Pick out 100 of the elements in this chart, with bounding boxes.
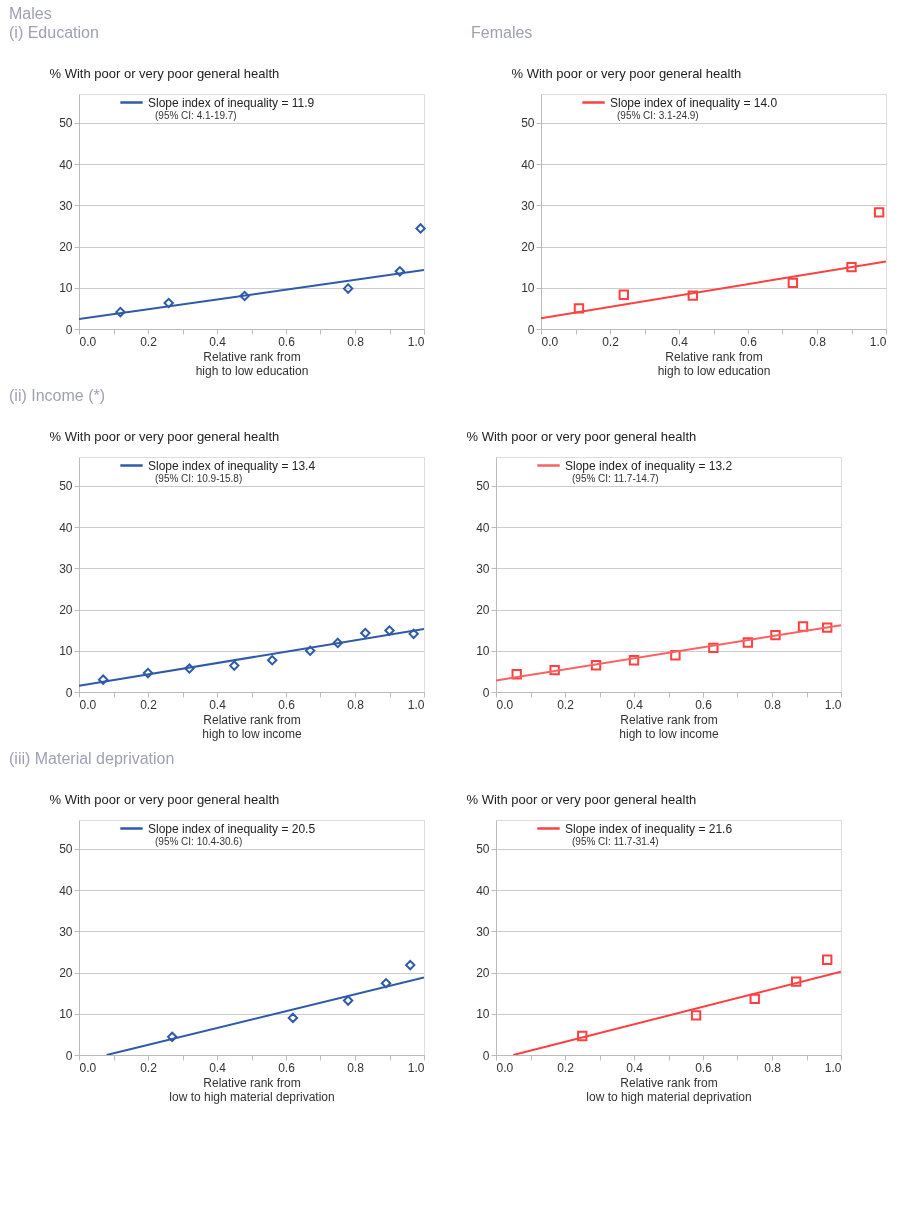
x-tick-label: 1.0 bbox=[824, 1060, 842, 1075]
x-tick-label: 0.6 bbox=[695, 697, 713, 712]
y-tick-label: 10 bbox=[476, 1007, 490, 1022]
y-tick-label: 50 bbox=[476, 479, 490, 494]
annotation: (95% CI: 3.1-24.9) bbox=[617, 110, 699, 121]
x-tick-label: 0.0 bbox=[79, 697, 97, 712]
legend-label: Slope index of inequality = 11.9 bbox=[148, 95, 315, 110]
y-tick-label: 0 bbox=[65, 322, 73, 337]
legend-label: Slope index of inequality = 21.6 bbox=[565, 821, 733, 836]
y-tick-label: 20 bbox=[59, 240, 73, 255]
x-tick-label: 0.4 bbox=[209, 1060, 227, 1075]
y-tick-label: 10 bbox=[59, 281, 73, 296]
x-tick-label: 1.0 bbox=[869, 334, 887, 349]
y-tick-label: 10 bbox=[476, 644, 490, 659]
annotation: (95% CI: 11.7-14.7) bbox=[572, 473, 659, 484]
x-tick-label: 0.2 bbox=[140, 1060, 158, 1075]
x-tick-label: 1.0 bbox=[407, 334, 425, 349]
y-tick-label: 30 bbox=[476, 924, 490, 939]
x-axis-title: Relative rank from high to low education bbox=[657, 349, 771, 378]
x-tick-label: 0.8 bbox=[764, 1060, 782, 1075]
chart-title: (iii) Material deprivation bbox=[9, 750, 175, 767]
y-axis-title: % With poor or very poor general health bbox=[49, 428, 280, 444]
x-axis-title: Relative rank from high to low education bbox=[195, 349, 309, 378]
x-tick-label: 0.6 bbox=[695, 1060, 713, 1075]
x-tick-label: 0.2 bbox=[602, 334, 620, 349]
y-tick-label: 0 bbox=[65, 685, 73, 700]
x-tick-label: 1.0 bbox=[407, 1060, 425, 1075]
x-axis-title: Relative rank from low to high material deprivation bbox=[586, 1075, 752, 1104]
x-tick-label: 0.2 bbox=[557, 1060, 575, 1075]
y-tick-label: 40 bbox=[59, 157, 73, 172]
y-tick-label: 30 bbox=[59, 924, 73, 939]
annotation: (95% CI: 11.7-31.4) bbox=[572, 836, 659, 847]
x-tick-label: 0.8 bbox=[809, 334, 827, 349]
x-tick-label: 0.0 bbox=[496, 697, 514, 712]
chart-title: Males bbox=[9, 5, 52, 22]
y-tick-label: 0 bbox=[482, 685, 490, 700]
y-tick-label: 20 bbox=[59, 603, 73, 618]
y-tick-label: 40 bbox=[521, 157, 535, 172]
x-axis-title: Relative rank from low to high material deprivation bbox=[169, 1075, 335, 1104]
y-tick-label: 20 bbox=[476, 966, 490, 981]
x-tick-label: 0.0 bbox=[496, 1060, 514, 1075]
y-tick-label: 30 bbox=[59, 561, 73, 576]
y-axis-title: % With poor or very poor general health bbox=[466, 791, 697, 807]
legend-label: Slope index of inequality = 13.4 bbox=[148, 458, 316, 473]
y-tick-label: 10 bbox=[59, 1007, 73, 1022]
y-tick-label: 50 bbox=[521, 116, 535, 131]
y-tick-label: 20 bbox=[476, 603, 490, 618]
x-tick-label: 0.4 bbox=[671, 334, 689, 349]
y-axis-title: % With poor or very poor general health bbox=[466, 428, 697, 444]
legend-label: Slope index of inequality = 13.2 bbox=[565, 458, 733, 473]
annotation: (95% CI: 10.4-30.6) bbox=[155, 836, 243, 847]
y-tick-label: 50 bbox=[59, 116, 73, 131]
x-axis-title: Relative rank from high to low income bbox=[619, 712, 720, 741]
y-tick-label: 50 bbox=[59, 842, 73, 857]
y-tick-label: 40 bbox=[59, 883, 73, 898]
y-axis-title: % With poor or very poor general health bbox=[511, 65, 742, 81]
x-tick-label: 0.2 bbox=[557, 697, 575, 712]
x-tick-label: 0.8 bbox=[347, 697, 365, 712]
x-tick-label: 1.0 bbox=[824, 697, 842, 712]
annotation: (95% CI: 4.1-19.7) bbox=[155, 110, 237, 121]
y-tick-label: 0 bbox=[482, 1048, 490, 1063]
chart-title: (ii) Income (*) bbox=[9, 387, 106, 404]
x-tick-label: 0.6 bbox=[740, 334, 758, 349]
y-axis-title: % With poor or very poor general health bbox=[49, 791, 280, 807]
y-tick-label: 20 bbox=[521, 240, 535, 255]
y-tick-label: 40 bbox=[476, 883, 490, 898]
y-tick-label: 50 bbox=[476, 842, 490, 857]
x-tick-label: 0.6 bbox=[278, 1060, 296, 1075]
x-tick-label: 0.2 bbox=[140, 697, 158, 712]
x-tick-label: 0.8 bbox=[347, 1060, 365, 1075]
y-tick-label: 10 bbox=[521, 281, 535, 296]
x-tick-label: 0.0 bbox=[79, 1060, 97, 1075]
x-tick-label: 0.6 bbox=[278, 334, 296, 349]
y-axis-title: % With poor or very poor general health bbox=[49, 65, 280, 81]
x-tick-label: 0.0 bbox=[79, 334, 97, 349]
x-tick-label: 0.8 bbox=[347, 334, 365, 349]
legend-label: Slope index of inequality = 14.0 bbox=[610, 95, 778, 110]
chart-title: Females bbox=[471, 24, 533, 41]
x-tick-label: 0.8 bbox=[764, 697, 782, 712]
x-tick-label: 1.0 bbox=[407, 697, 425, 712]
chart-subtitle: (i) Education bbox=[9, 24, 99, 41]
x-tick-label: 0.0 bbox=[541, 334, 559, 349]
y-tick-label: 30 bbox=[521, 198, 535, 213]
legend-label: Slope index of inequality = 20.5 bbox=[148, 821, 316, 836]
x-tick-label: 0.4 bbox=[626, 1060, 644, 1075]
y-tick-label: 0 bbox=[527, 322, 535, 337]
y-tick-label: 30 bbox=[476, 561, 490, 576]
y-tick-label: 0 bbox=[65, 1048, 73, 1063]
y-tick-label: 40 bbox=[59, 520, 73, 535]
y-tick-label: 40 bbox=[476, 520, 490, 535]
x-tick-label: 0.4 bbox=[626, 697, 644, 712]
y-tick-label: 20 bbox=[59, 966, 73, 981]
x-tick-label: 0.2 bbox=[140, 334, 158, 349]
y-tick-label: 30 bbox=[59, 198, 73, 213]
y-tick-label: 50 bbox=[59, 479, 73, 494]
x-axis-title: Relative rank from high to low income bbox=[202, 712, 303, 741]
x-tick-label: 0.6 bbox=[278, 697, 296, 712]
y-tick-label: 10 bbox=[59, 644, 73, 659]
x-tick-label: 0.4 bbox=[209, 334, 227, 349]
annotation: (95% CI: 10.9-15.8) bbox=[155, 473, 243, 484]
